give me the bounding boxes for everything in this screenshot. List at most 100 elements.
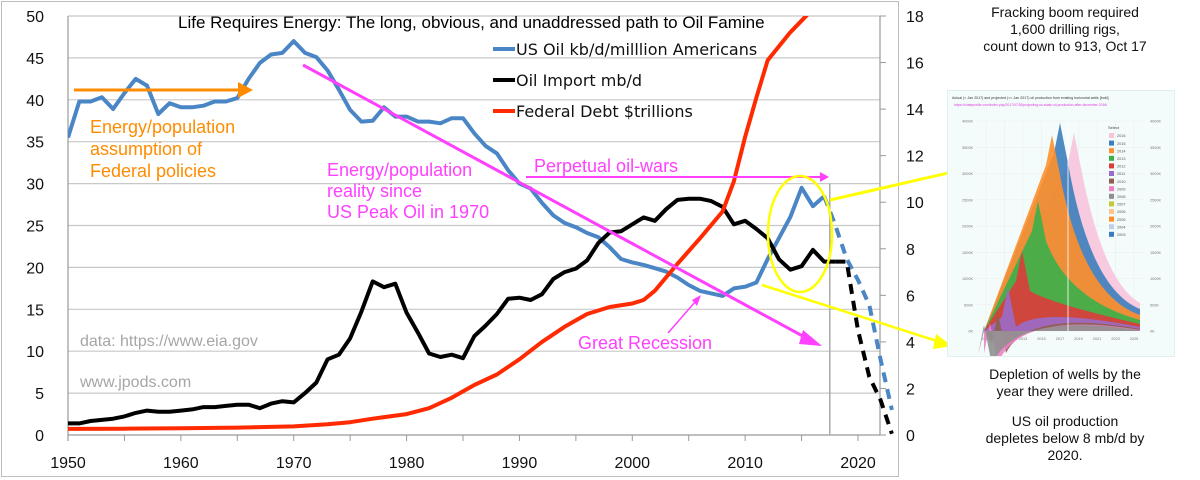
inset-legend-title: Select [1108, 125, 1120, 130]
y-tick-left: 30 [26, 177, 44, 194]
y-tick-left: 40 [26, 93, 44, 110]
recession-arrow [667, 301, 696, 334]
inset-legend-label: 2006 [1117, 210, 1125, 214]
highlight-ellipse [766, 174, 834, 294]
inset-legend-swatch [1109, 133, 1114, 138]
assumption-label: Energy/population assumption of Federal po… [90, 117, 235, 181]
inset-y-tick-right: 1500K [1150, 251, 1161, 255]
inset-legend-swatch [1109, 163, 1114, 169]
note-line: 1,600 drilling rigs, [1010, 21, 1120, 37]
inset-url: https://shaleprofile.com/index.php/2017/… [954, 103, 1107, 107]
inset-x-tick: 2019 [1074, 337, 1082, 341]
grid-lines [68, 15, 880, 394]
inset-y-tick: 3500K [962, 146, 973, 150]
website-label: www.jpods.com [79, 374, 191, 391]
side-note-production: US oil production depletes below 8 mb/d … [930, 413, 1200, 464]
y-tick-right: 4 [906, 335, 915, 352]
inset-legend-swatch [1109, 155, 1114, 161]
inset-legend-label: 2013 [1117, 157, 1125, 161]
note-line: 2020. [1047, 447, 1083, 463]
inset-legend-swatch [1109, 231, 1114, 237]
legend: US Oil kb/d/milllion Americans Oil Import… [493, 40, 757, 121]
inset-y-tick: 1000K [962, 277, 973, 281]
note-line: Depletion of wells by the [989, 366, 1141, 382]
inset-area-2008 [978, 325, 1140, 365]
x-tick-label: 1970 [276, 455, 312, 472]
y-tick-left: 15 [26, 302, 44, 319]
y-tick-right: 12 [906, 149, 924, 166]
y-tick-right: 14 [906, 102, 924, 119]
wars-label: Perpetual oil-wars [534, 156, 678, 176]
legend-label: Oil Import mb/d [516, 71, 642, 90]
inset-x-tick: 2025 [1130, 337, 1138, 341]
inset-legend-swatch [1109, 171, 1114, 176]
inset-y-tick: 1500K [962, 251, 973, 255]
x-tick-label: 1950 [50, 455, 86, 472]
inset-x-tick: 2023 [1111, 337, 1119, 341]
note-line: US oil production [1011, 413, 1119, 429]
y-tick-left: 20 [26, 260, 44, 277]
side-note-depletion: Depletion of wells by the year they were… [930, 366, 1200, 400]
y-tick-left: 35 [26, 135, 44, 152]
y-tick-right: 10 [906, 195, 924, 212]
y-tick-right: 8 [906, 242, 915, 259]
inset-y-tick-right: 4000K [1150, 120, 1161, 124]
y-tick-left: 25 [26, 219, 44, 236]
x-tick-label: 2000 [614, 455, 650, 472]
inset-legend-swatch [1109, 201, 1114, 207]
inset-legend-label: 2016 [1117, 134, 1125, 138]
data-source-label: data: https://www.eia.gov [80, 333, 258, 350]
y-tick-left: 50 [26, 9, 44, 26]
inset-legend-swatch [1109, 193, 1114, 199]
y-tick-right: 2 [906, 381, 915, 398]
inset-x-tick: 2021 [1093, 337, 1101, 341]
legend-label: Federal Debt $trillions [516, 102, 693, 121]
inset-legend-label: 2005 [1117, 218, 1125, 222]
reality-trend-arrow [302, 63, 811, 342]
inset-legend-label: 2004 [1117, 225, 1125, 229]
shale-inset-chart: Actual (< Jan 2017) and projected (>= Ja… [947, 90, 1175, 365]
y-tick-left: 45 [26, 51, 44, 68]
inset-x-tick: 2015 [1037, 337, 1045, 341]
inset-y-tick-right: 0K [1150, 330, 1155, 334]
chart-title: Life Requires Energy: The long, obvious,… [178, 13, 765, 32]
x-tick-label: 1980 [389, 455, 425, 472]
inset-y-tick: 500K [964, 303, 973, 307]
inset-legend-label: 2008 [1117, 195, 1125, 199]
note-line: depletes below 8 mb/d by [985, 430, 1145, 446]
x-tick-label: 1990 [502, 455, 538, 472]
inset-x-tick: 2017 [1056, 337, 1064, 341]
inset-legend-label: 2014 [1117, 149, 1125, 153]
inset-y-tick: 2000K [962, 225, 973, 229]
assumption-arrow-head [238, 82, 253, 98]
inset-y-tick-right: 2500K [1150, 198, 1161, 202]
inset-y-tick-right: 3500K [1150, 146, 1161, 150]
x-tick-label: 2010 [727, 455, 763, 472]
inset-legend-label: 2012 [1117, 165, 1125, 169]
annotations: Energy/population assumption of Federal po… [74, 63, 1058, 391]
series-line-2 [68, 16, 809, 431]
inset-legend-label: 2015 [1117, 142, 1125, 146]
inset-y-tick-right: 3000K [1150, 172, 1161, 176]
inset-legend-swatch [1109, 224, 1114, 230]
inset-legend-label: 2011 [1117, 172, 1125, 176]
inset-legend-swatch [1109, 216, 1114, 222]
recession-label: Great Recession [578, 333, 712, 353]
inset-y-tick-right: 1000K [1150, 277, 1161, 281]
inset-legend-swatch [1109, 140, 1114, 146]
inset-legend-swatch [1109, 209, 1114, 214]
inset-pointer-arrow-2 [761, 283, 941, 344]
inset-title: Actual (< Jan 2017) and projected (>= Ja… [952, 96, 1109, 100]
inset-legend-label: 2007 [1117, 203, 1125, 207]
legend-label: US Oil kb/d/milllion Americans [516, 40, 757, 59]
chart-frame [1, 1, 899, 477]
inset-svg: Actual (< Jan 2017) and projected (>= Ja… [952, 96, 1161, 365]
x-tick-label: 1960 [163, 455, 199, 472]
series-projection-1 [835, 259, 894, 435]
inset-area-2012 [984, 251, 1140, 331]
inset-y-tick: 0K [968, 330, 973, 334]
series-line-1 [68, 196, 836, 426]
y-tick-right: 6 [906, 288, 915, 305]
inset-legend-swatch [1109, 186, 1114, 192]
